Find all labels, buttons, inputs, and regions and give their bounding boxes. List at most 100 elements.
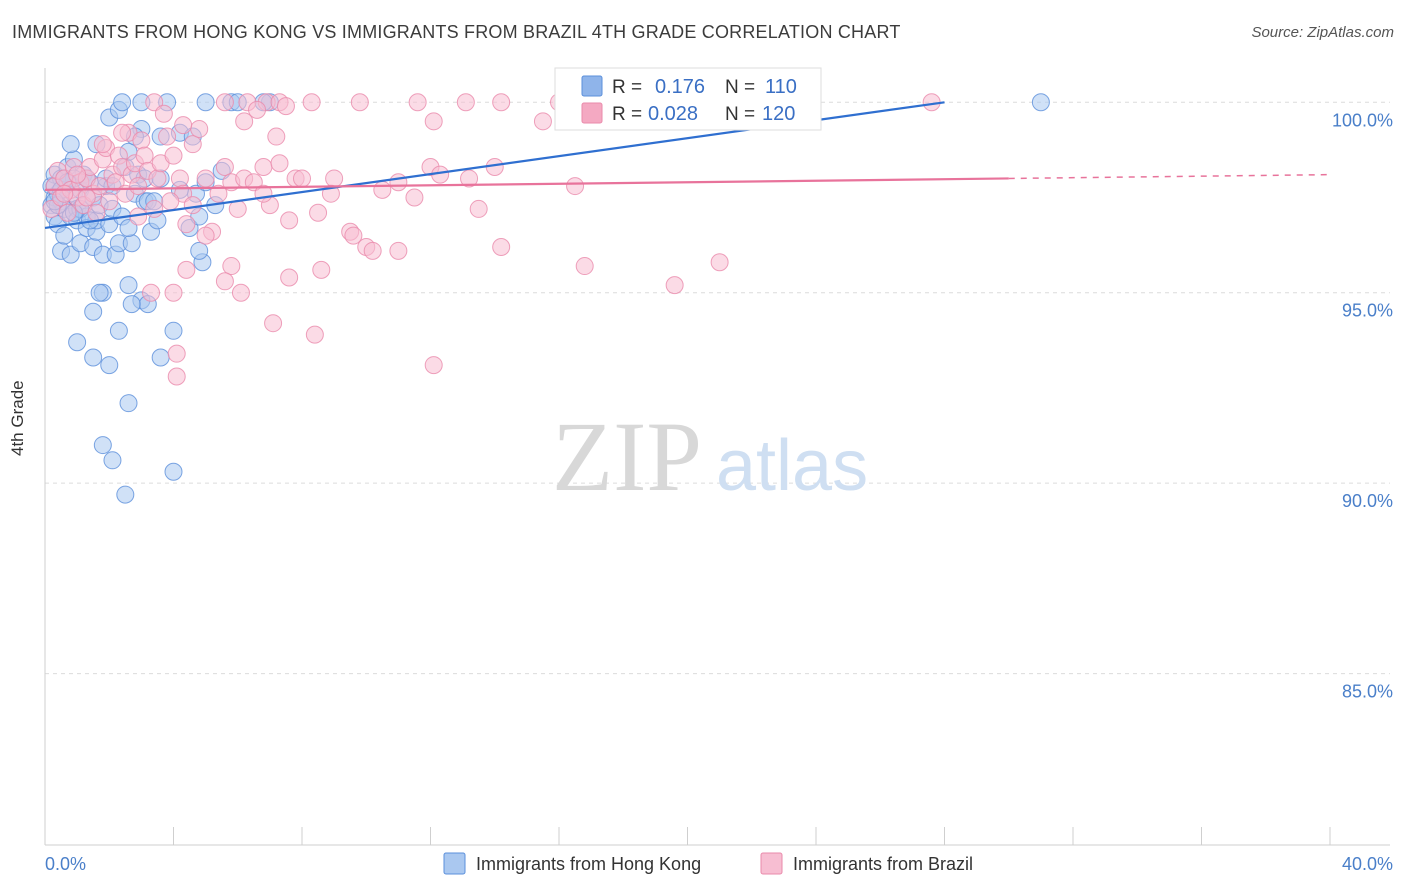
scatter-point — [264, 314, 283, 333]
scatter-point — [469, 199, 488, 218]
scatter-point — [190, 241, 209, 260]
scatter-point — [122, 234, 141, 253]
x-tick-label-min: 0.0% — [45, 854, 86, 874]
stats-r-value-brazil: 0.028 — [648, 103, 698, 125]
scatter-point — [167, 344, 186, 363]
scatter-point — [235, 112, 254, 131]
scatter-point — [148, 169, 167, 188]
legend-label-hong-kong[interactable]: Immigrants from Hong Kong — [476, 854, 701, 874]
scatter-point — [113, 123, 132, 142]
legend-label-brazil[interactable]: Immigrants from Brazil — [793, 854, 973, 874]
watermark: ZIP atlas — [552, 401, 868, 512]
chart-title: IMMIGRANTS FROM HONG KONG VS IMMIGRANTS … — [12, 22, 901, 42]
scatter-point — [492, 238, 511, 257]
scatter-point — [209, 184, 228, 203]
y-tick-label: 85.0% — [1342, 682, 1393, 702]
scatter-point — [665, 276, 684, 295]
scatter-point — [100, 356, 119, 375]
scatter-point — [164, 146, 183, 165]
scatter-point — [84, 302, 103, 321]
scatter-point — [1031, 93, 1050, 112]
scatter-point — [58, 203, 77, 222]
scatter-point — [122, 295, 141, 314]
legend-swatch-hong-kong[interactable] — [443, 852, 466, 875]
scatter-point — [177, 215, 196, 234]
scatter-point — [55, 226, 74, 245]
scatter-point — [145, 199, 164, 218]
scatter-point — [135, 146, 154, 165]
scatter-point — [215, 93, 234, 112]
legend-swatch-brazil[interactable] — [760, 852, 783, 875]
scatter-point — [350, 93, 369, 112]
stats-r-value-hong-kong: 0.176 — [655, 76, 705, 98]
scatter-point — [280, 211, 299, 230]
scatter-point — [55, 184, 74, 203]
scatter-point — [84, 348, 103, 367]
scatter-point — [183, 135, 202, 154]
scatter-point — [154, 104, 173, 123]
scatter-point — [196, 93, 215, 112]
stats-n-value-hong-kong: 110 — [765, 76, 797, 98]
scatter-point — [151, 348, 170, 367]
scatter-point — [93, 436, 112, 455]
scatter-point — [68, 333, 87, 352]
scatter-point — [231, 283, 250, 302]
scatter-point — [196, 226, 215, 245]
scatter-point — [167, 367, 186, 386]
scatter-point — [325, 169, 344, 188]
scatter-point — [103, 451, 122, 470]
scatter-point — [533, 112, 552, 131]
scatter-point — [93, 135, 112, 154]
scatter-point — [456, 93, 475, 112]
stats-n-label-hong-kong: N = — [725, 77, 755, 98]
trend-line-brazil-extension — [1008, 173, 1331, 180]
scatter-point — [215, 272, 234, 291]
source-credit: Source: ZipAtlas.com — [1251, 24, 1394, 41]
scatter-point — [113, 93, 132, 112]
data-points — [42, 93, 1050, 504]
scatter-point — [492, 93, 511, 112]
axes — [44, 68, 1390, 846]
stats-swatch-brazil — [581, 102, 603, 124]
scatter-point — [276, 97, 295, 116]
scatter-point — [424, 356, 443, 375]
scatter-point — [215, 158, 234, 177]
watermark-atlas: atlas — [716, 426, 868, 506]
scatter-point — [363, 241, 382, 260]
scatter-point — [196, 169, 215, 188]
scatter-point — [302, 93, 321, 112]
scatter-point — [119, 394, 138, 413]
scatter-point — [174, 116, 193, 135]
scatter-point — [161, 192, 180, 211]
scatter-point — [267, 127, 286, 146]
scatter-point — [158, 127, 177, 146]
scatter-point — [129, 177, 148, 196]
scatter-point — [566, 177, 585, 196]
scatter-point — [710, 253, 729, 272]
scatter-point — [164, 462, 183, 481]
y-tick-label: 90.0% — [1342, 491, 1393, 511]
scatter-point — [109, 321, 128, 340]
scatter-point — [280, 268, 299, 287]
scatter-point — [305, 325, 324, 344]
stats-r-label-hong-kong: R = — [612, 77, 642, 98]
scatter-point — [164, 321, 183, 340]
scatter-point — [142, 283, 161, 302]
scatter-point — [132, 131, 151, 150]
scatter-point — [77, 188, 96, 207]
scatter-point — [183, 196, 202, 215]
stats-legend-box: R = 0.176 N = 110 R = 0.028 N = 120 — [554, 67, 822, 131]
scatter-point — [389, 241, 408, 260]
scatter-point — [389, 173, 408, 192]
series-hong-kong-points — [42, 93, 1050, 504]
scatter-point — [254, 158, 273, 177]
scatter-point — [119, 276, 138, 295]
scatter-point — [344, 226, 363, 245]
scatter-point — [170, 169, 189, 188]
scatter-point — [164, 283, 183, 302]
scatter-point — [312, 260, 331, 279]
scatter-point — [100, 192, 119, 211]
scatter-point — [61, 135, 80, 154]
scatter-point — [190, 119, 209, 138]
